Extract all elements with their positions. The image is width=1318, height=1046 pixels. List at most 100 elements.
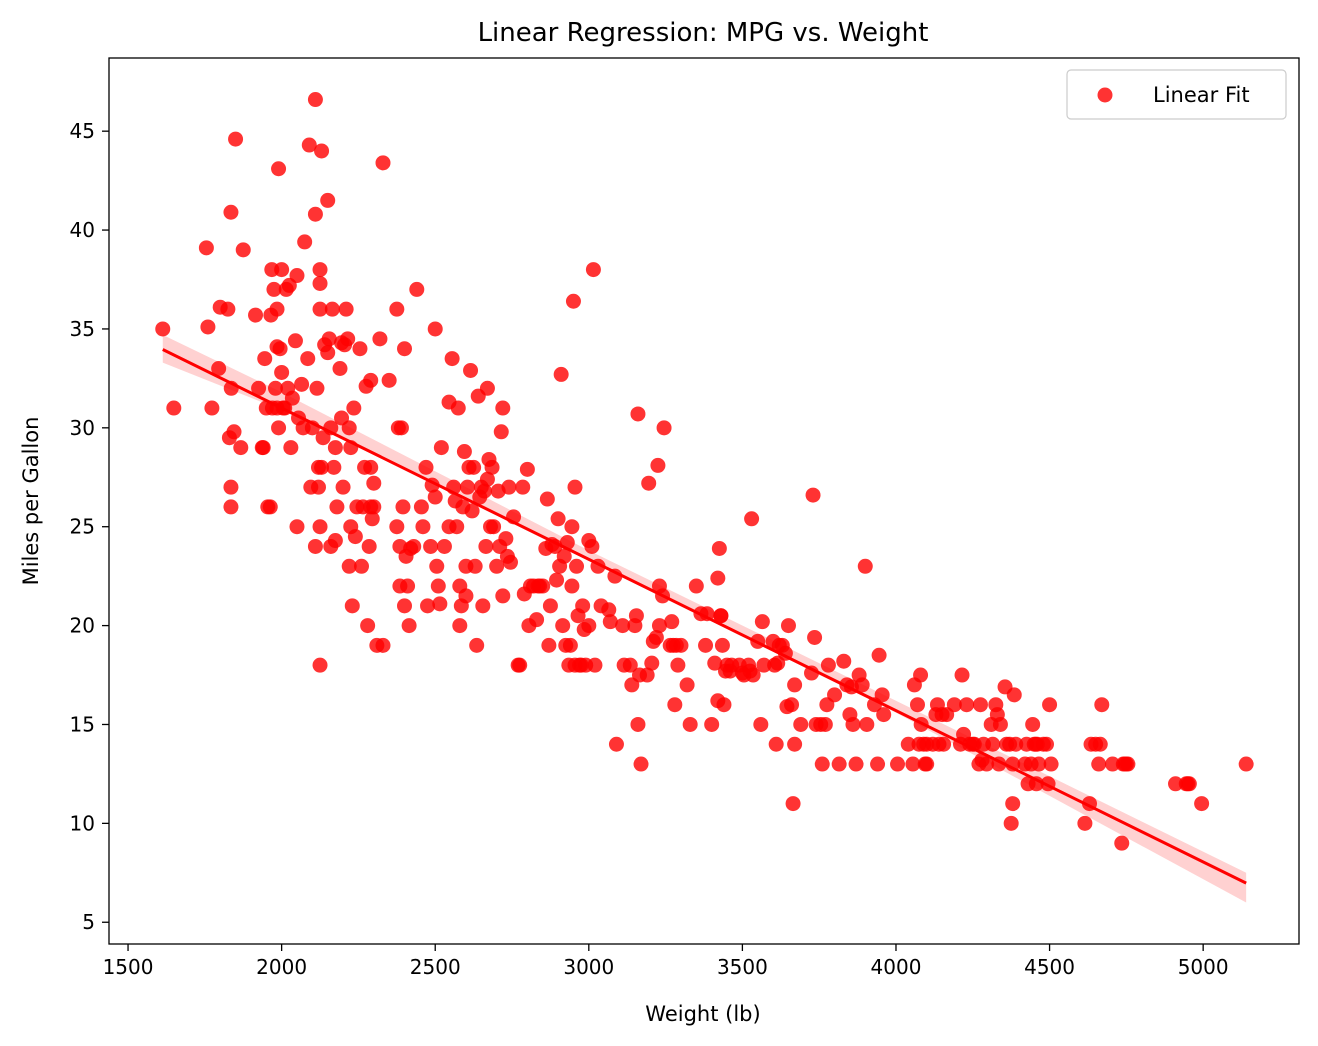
data-point xyxy=(664,614,680,630)
data-point xyxy=(223,204,239,220)
x-axis-label: Weight (lb) xyxy=(645,1002,760,1026)
data-point xyxy=(650,457,666,473)
data-point xyxy=(395,499,411,515)
data-point xyxy=(992,716,1008,732)
data-point xyxy=(198,240,214,256)
data-point xyxy=(710,570,726,586)
data-point xyxy=(1091,756,1107,772)
data-point xyxy=(297,234,313,250)
data-point xyxy=(274,262,290,278)
data-point xyxy=(307,206,323,222)
data-point xyxy=(870,756,886,772)
data-point xyxy=(327,533,343,549)
y-tick-label: 20 xyxy=(70,614,95,638)
data-point xyxy=(335,479,351,495)
data-point xyxy=(1003,815,1019,831)
data-point xyxy=(1238,756,1254,772)
data-point xyxy=(622,657,638,673)
data-point xyxy=(340,331,356,347)
fit-line-layer xyxy=(162,348,1247,885)
legend-box xyxy=(1066,69,1287,120)
data-point xyxy=(754,614,770,630)
y-tick-label: 25 xyxy=(70,515,95,539)
x-tick-label: 2000 xyxy=(256,955,307,979)
data-point xyxy=(430,578,446,594)
data-point xyxy=(704,716,720,732)
data-point xyxy=(267,380,283,396)
data-point xyxy=(639,667,655,683)
data-point xyxy=(541,637,557,653)
data-point xyxy=(266,281,282,297)
data-point xyxy=(200,319,216,335)
data-point xyxy=(166,400,182,416)
data-point xyxy=(223,479,239,495)
data-point xyxy=(1006,687,1022,703)
confidence-band-layer xyxy=(162,334,1247,903)
x-tick-label: 1500 xyxy=(103,955,154,979)
data-point xyxy=(785,796,801,812)
data-point xyxy=(327,440,343,456)
data-point xyxy=(565,293,581,309)
data-point xyxy=(458,588,474,604)
data-point xyxy=(698,637,714,653)
data-point xyxy=(512,657,528,673)
data-point xyxy=(409,281,425,297)
data-point xyxy=(1168,776,1184,792)
data-point xyxy=(784,697,800,713)
data-point xyxy=(630,406,646,422)
data-point xyxy=(312,275,328,291)
data-point xyxy=(1008,736,1024,752)
data-point xyxy=(562,637,578,653)
confidence-band xyxy=(162,334,1247,903)
data-point xyxy=(633,756,649,772)
data-point xyxy=(807,629,823,645)
data-point xyxy=(332,360,348,376)
data-point xyxy=(556,548,572,564)
data-point xyxy=(361,538,377,554)
data-point xyxy=(756,657,772,673)
data-point xyxy=(366,475,382,491)
data-point xyxy=(307,92,323,108)
data-point xyxy=(900,736,916,752)
data-point xyxy=(389,301,405,317)
data-point xyxy=(946,697,962,713)
x-axis: 1500 2000 2500 3000 3500 4000 4500 5000 xyxy=(103,944,1229,979)
data-point xyxy=(581,618,597,634)
data-point xyxy=(602,614,618,630)
data-point xyxy=(444,351,460,367)
data-point xyxy=(716,697,732,713)
data-point xyxy=(575,598,591,614)
legend-marker xyxy=(1097,87,1113,103)
data-point xyxy=(550,511,566,527)
data-point xyxy=(876,707,892,723)
data-point xyxy=(648,629,664,645)
data-point xyxy=(564,578,580,594)
data-point xyxy=(848,756,864,772)
data-point xyxy=(1039,736,1055,752)
data-point xyxy=(341,558,357,574)
data-point xyxy=(1181,776,1197,792)
data-point xyxy=(456,444,472,460)
data-point xyxy=(284,390,300,406)
data-point xyxy=(644,655,660,671)
data-point xyxy=(913,667,929,683)
data-point xyxy=(309,380,325,396)
data-point xyxy=(469,637,485,653)
data-point xyxy=(587,657,603,673)
data-point xyxy=(890,756,906,772)
data-point xyxy=(753,716,769,732)
data-point xyxy=(495,400,511,416)
data-point xyxy=(670,657,686,673)
data-point xyxy=(433,440,449,456)
data-point xyxy=(406,538,422,554)
data-point xyxy=(294,376,310,392)
data-point xyxy=(432,596,448,612)
data-point xyxy=(326,459,342,475)
data-point xyxy=(233,440,249,456)
data-point xyxy=(547,538,563,554)
data-point xyxy=(338,301,354,317)
data-point xyxy=(615,618,631,634)
data-point xyxy=(466,459,482,475)
data-point xyxy=(1042,697,1058,713)
data-point xyxy=(814,756,830,772)
